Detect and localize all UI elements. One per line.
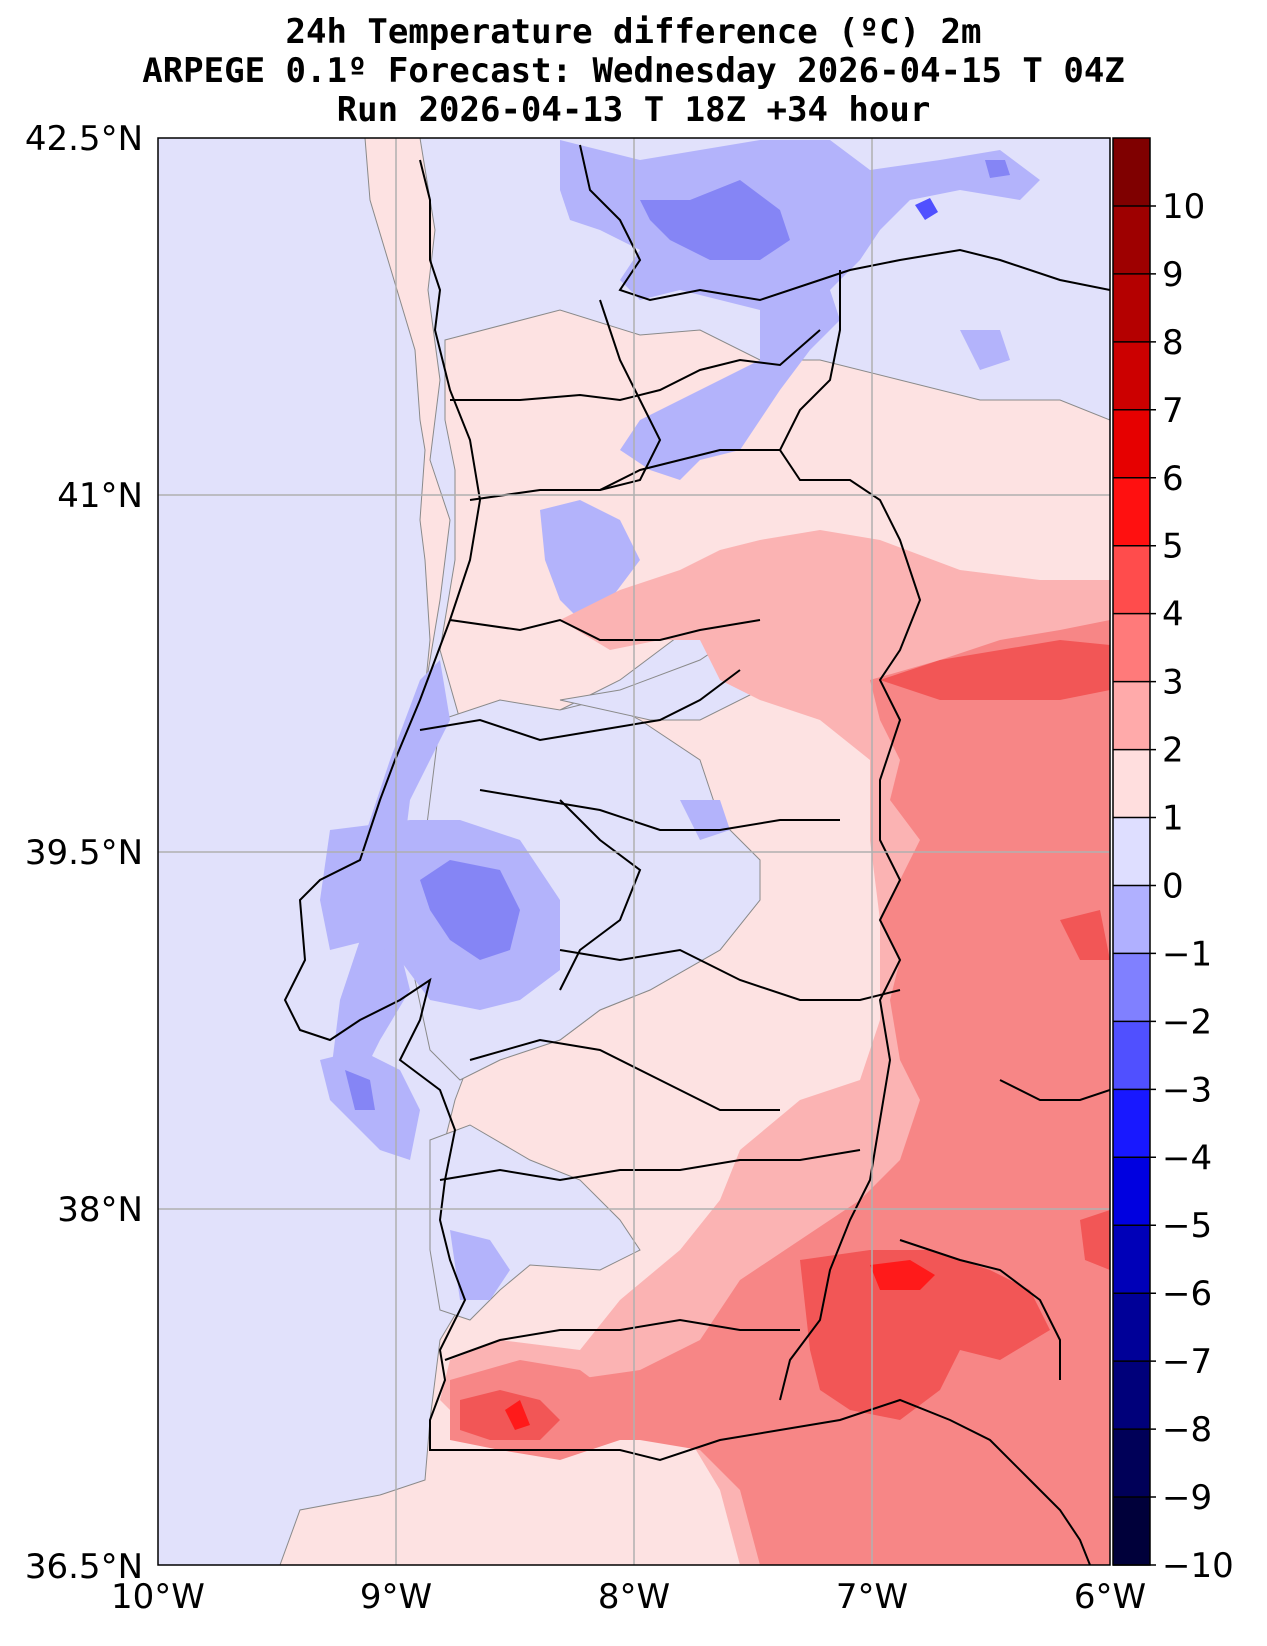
colorbar-band <box>1113 1293 1150 1362</box>
contour-neg2-northeast <box>960 330 1010 370</box>
contour-pos1-north-coast <box>364 138 451 691</box>
colorbar-band <box>1113 409 1150 479</box>
contour-neg2-mid <box>540 500 640 620</box>
colorbar-tick-label: 6 <box>1162 459 1184 499</box>
colorbar-band <box>1113 749 1150 819</box>
lat-label-41: 41°N <box>57 476 143 516</box>
colorbar-band <box>1113 817 1150 887</box>
colorbar-band <box>1113 885 1150 955</box>
colorbar-tick-label: 0 <box>1162 866 1184 906</box>
district-line-11 <box>899 1239 1061 1380</box>
colorbar-tick-label: 7 <box>1162 391 1184 431</box>
colorbar-band <box>1113 1497 1150 1566</box>
border-east <box>778 270 922 1401</box>
gridlines <box>158 138 1110 1565</box>
colorbar-band <box>1113 205 1150 275</box>
lon-label-6w: 6°W <box>1074 1577 1146 1617</box>
latitude-labels: 42.5°N 41°N 39.5°N 38°N 36.5°N <box>25 119 143 1587</box>
longitude-labels: 10°W 9°W 8°W 7°W 6°W <box>111 1577 1146 1617</box>
chart-title-line-2: ARPEGE 0.1º Forecast: Wednesday 2026-04-… <box>142 51 1125 91</box>
colorbar-band <box>1113 1089 1150 1158</box>
colorbar-tick-label: 10 <box>1162 187 1205 227</box>
contour-pos4-east-dot <box>1060 910 1110 960</box>
colorbar-band <box>1113 681 1150 751</box>
colorbar-band <box>1113 477 1150 547</box>
district-line-6 <box>559 948 901 1001</box>
colorbar-tick-label: −5 <box>1162 1206 1212 1246</box>
contour-pos4-south <box>800 1250 1050 1420</box>
colorbar-tick-label: 9 <box>1162 255 1184 295</box>
colorbar-band <box>1113 953 1150 1022</box>
contour-pos4-east-dot-2 <box>1080 1210 1110 1270</box>
map-frame <box>157 137 1111 1566</box>
colorbar-tick-label: −6 <box>1162 1274 1212 1314</box>
contour-neg3-northeast-dot-2 <box>985 160 1010 178</box>
contour-neg3-northeast-dot <box>915 198 938 220</box>
chart-title-line-3: Run 2026-04-13 T 18Z +34 hour <box>336 90 931 130</box>
colorbar-tick-label: 3 <box>1162 663 1184 703</box>
contour-fills <box>279 138 1110 1565</box>
contour-neg3-center-west <box>420 860 520 960</box>
colorbar-band <box>1113 273 1150 343</box>
district-line-3 <box>449 618 761 641</box>
colorbar-tick-label: −4 <box>1162 1138 1212 1178</box>
colorbar-tick-label: 8 <box>1162 323 1184 363</box>
colorbar-tick-label: −8 <box>1162 1410 1212 1450</box>
lat-label-36-5: 36.5°N <box>25 1547 143 1587</box>
colorbar-tick-label: 5 <box>1162 527 1184 567</box>
lat-label-39-5: 39.5°N <box>25 833 143 873</box>
colorbar-band <box>1113 1429 1150 1498</box>
contour-pos5-coast <box>505 1400 530 1430</box>
contour-neg2-south-coast <box>450 1230 510 1300</box>
colorbar-band <box>1113 138 1150 207</box>
district-line-8 <box>439 1149 861 1182</box>
contour-neg3-estuary <box>345 1070 375 1110</box>
colorbar-band <box>1113 613 1150 683</box>
contour-neg3-north <box>640 180 790 260</box>
colorbar-tick-label: 4 <box>1162 595 1184 635</box>
colorbar-tick-label: −2 <box>1162 1002 1212 1042</box>
colorbar-band <box>1113 1225 1150 1294</box>
colorbar-band <box>1113 545 1150 615</box>
colorbar-band <box>1113 1021 1150 1090</box>
lon-label-7w: 7°W <box>836 1577 908 1617</box>
spain-border <box>579 144 1110 302</box>
lon-label-9w: 9°W <box>360 1577 432 1617</box>
colorbar-tick-label: 1 <box>1162 799 1184 839</box>
colorbar-band <box>1113 1157 1150 1226</box>
district-line-1 <box>450 329 821 402</box>
district-line-4 <box>419 669 741 742</box>
colorbar-tick-label: −10 <box>1162 1546 1234 1586</box>
district-line-13 <box>999 1079 1110 1101</box>
colorbar-tick-label: −7 <box>1162 1342 1212 1382</box>
colorbar-tick-label: −1 <box>1162 934 1212 974</box>
district-line-9 <box>444 1318 800 1361</box>
lat-label-42-5: 42.5°N <box>25 119 143 159</box>
district-line-2 <box>469 449 780 501</box>
contour-pos4-east-strip <box>880 640 1110 700</box>
coastline <box>283 159 1091 1565</box>
colorbar-band <box>1113 1361 1150 1430</box>
colorbar-band <box>1113 341 1150 411</box>
colorbar-tick-label: 2 <box>1162 731 1184 771</box>
contour-pos5-south <box>870 1260 935 1290</box>
lon-label-8w: 8°W <box>598 1577 670 1617</box>
lon-label-10w: 10°W <box>111 1577 205 1617</box>
district-line-7 <box>469 1038 780 1111</box>
colorbar-tick-label: −3 <box>1162 1070 1212 1110</box>
colorbar-tick-label: −9 <box>1162 1478 1212 1518</box>
lat-label-38: 38°N <box>57 1190 143 1230</box>
district-line-12 <box>559 799 642 991</box>
district-line-5 <box>479 789 840 831</box>
chart-title-line-1: 24h Temperature difference (ºC) 2m <box>285 12 982 52</box>
